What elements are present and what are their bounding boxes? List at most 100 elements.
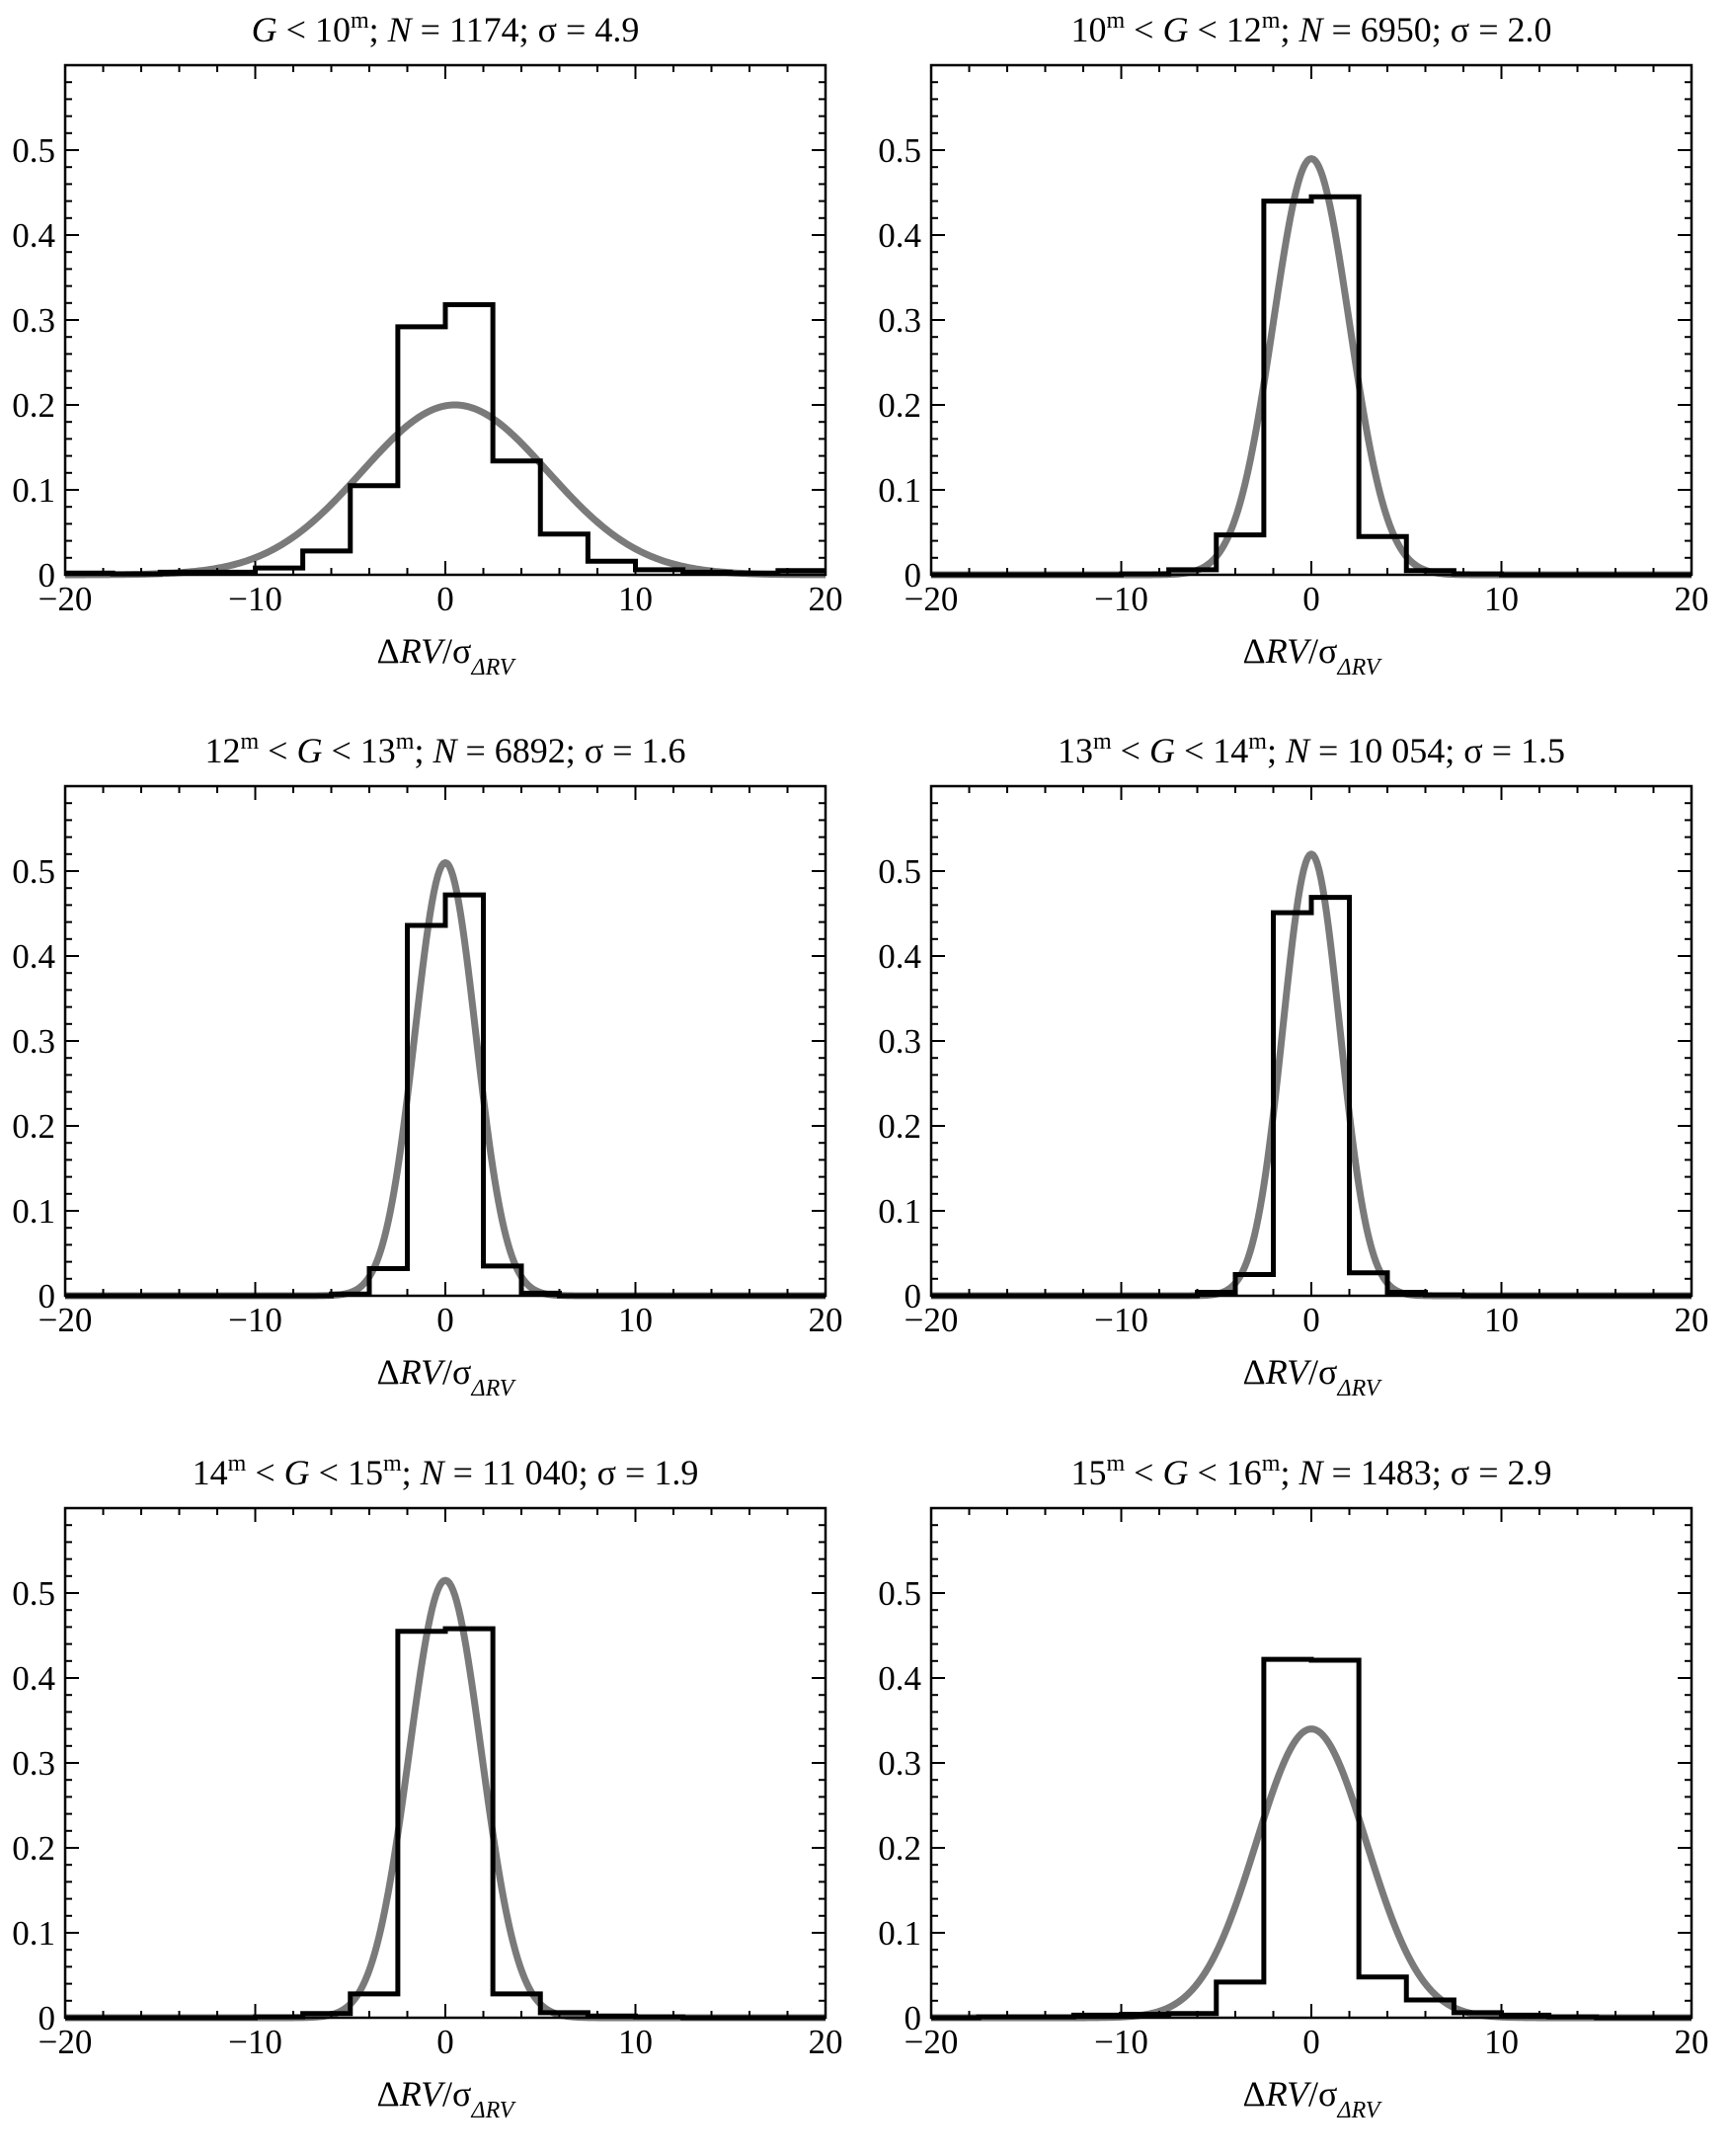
- panel-title: 14m < G < 15m; N = 11 040; σ = 1.9: [192, 1451, 699, 1492]
- x-tick-label: −10: [1094, 2023, 1148, 2061]
- x-tick-label: 10: [618, 2023, 653, 2061]
- x-tick-label: 0: [1302, 580, 1320, 618]
- chart-plot: −20 −10 0 10 20 0 0.1 0.2 0.3 0.4 0.5: [12, 1506, 843, 2061]
- chart-plot: −20 −10 0 10 20 0 0.1 0.2 0.3 0.4 0.5: [12, 784, 843, 1339]
- x-tick-label: −20: [905, 580, 959, 618]
- x-tick-label: −20: [905, 1301, 959, 1339]
- x-tick-label: 20: [1675, 1301, 1709, 1339]
- x-axis-label: ΔRV/σΔRV: [1242, 2074, 1380, 2123]
- chart-panel-4: 13m < G < 14m; N = 10 054; σ = 1.5 −20 −1…: [866, 721, 1732, 1434]
- histogram-bar: [1359, 1977, 1406, 2018]
- chart-plot: −20 −10 0 10 20 0 0.1 0.2 0.3 0.4 0.5: [878, 784, 1709, 1339]
- histogram-bar: [1311, 197, 1359, 575]
- panel-title: 15m < G < 16m; N = 1483; σ = 2.9: [1070, 1451, 1552, 1492]
- panel-title: 13m < G < 14m; N = 10 054; σ = 1.5: [1057, 729, 1566, 770]
- x-tick-label: 20: [1675, 2023, 1709, 2061]
- y-tick-label: 0.4: [878, 937, 921, 976]
- y-tick-label: 0.4: [12, 1659, 55, 1698]
- y-tick-label: 0: [905, 1999, 922, 2037]
- histogram-bar: [445, 305, 493, 575]
- y-tick-label: 0.2: [12, 1107, 55, 1146]
- histogram-bar: [408, 925, 446, 1296]
- histogram-bar: [351, 486, 398, 575]
- x-tick-label: −10: [228, 2023, 282, 2061]
- y-tick-label: 0: [905, 556, 922, 595]
- histogram-steps: [931, 194, 1692, 578]
- panel-title: G < 10m; N = 1174; σ = 4.9: [251, 8, 640, 49]
- x-tick-label: 20: [1675, 580, 1709, 618]
- histogram-steps: [931, 895, 1692, 1299]
- histogram-bar: [1311, 1660, 1359, 2018]
- plot-frame: [929, 63, 1693, 577]
- y-tick-label: 0.4: [12, 216, 55, 255]
- histogram-bar: [1217, 1982, 1264, 2018]
- histogram-steps: [65, 1626, 826, 2021]
- y-tick-label: 0.2: [878, 1829, 921, 1868]
- x-tick-label: −10: [1094, 1301, 1148, 1339]
- y-tick-label: 0.5: [12, 1574, 55, 1613]
- histogram-steps: [65, 302, 826, 577]
- histogram-bar: [540, 534, 588, 575]
- fit-curve: [929, 1725, 1693, 2022]
- y-tick-label: 0.4: [878, 1659, 921, 1698]
- x-axis-label: ΔRV/σΔRV: [376, 631, 514, 680]
- x-tick-label: 20: [809, 1301, 843, 1339]
- x-tick-label: 10: [1484, 2023, 1519, 2061]
- fit-curve: [929, 155, 1693, 579]
- x-tick-label: 0: [436, 2023, 454, 2061]
- y-tick-label: 0.5: [878, 1574, 921, 1613]
- chart-panel-3: 12m < G < 13m; N = 6892; σ = 1.6 −20 −10 0…: [0, 721, 866, 1434]
- y-tick-label: 0: [39, 556, 56, 595]
- y-tick-label: 0.5: [878, 131, 921, 170]
- plot-frame: [63, 1506, 827, 2020]
- x-axis-label: ΔRV/σΔRV: [376, 1352, 514, 1401]
- panel-title: 12m < G < 13m; N = 6892; σ = 1.6: [204, 729, 686, 770]
- fit-curve: [63, 1576, 827, 2022]
- chart-panel-6: 15m < G < 16m; N = 1483; σ = 2.9 −20 −10 0…: [866, 1443, 1732, 2156]
- y-tick-label: 0.5: [12, 131, 55, 170]
- x-tick-label: 0: [1302, 2023, 1320, 2061]
- y-tick-label: 0.3: [12, 301, 55, 340]
- y-tick-label: 0.4: [12, 937, 55, 976]
- y-tick-label: 0.1: [878, 1914, 921, 1953]
- x-tick-label: 10: [1484, 1301, 1519, 1339]
- y-tick-label: 0.5: [878, 852, 921, 891]
- chart-panel-5: 14m < G < 15m; N = 11 040; σ = 1.9 −20 −1…: [0, 1443, 866, 2156]
- x-tick-label: 20: [809, 2023, 843, 2061]
- x-tick-label: 20: [809, 580, 843, 618]
- chart-plot: −20 −10 0 10 20 0 0.1 0.2 0.3 0.4 0.5: [878, 1506, 1709, 2061]
- y-tick-label: 0: [905, 1277, 922, 1316]
- y-tick-label: 0.3: [878, 1744, 921, 1783]
- y-tick-label: 0: [39, 1277, 56, 1316]
- x-tick-label: 0: [436, 580, 454, 618]
- y-tick-label: 0.3: [878, 301, 921, 340]
- histogram-bar: [493, 461, 540, 575]
- chart-panel-1: G < 10m; N = 1174; σ = 4.9 −20 −10 0 10 20 0 0…: [0, 0, 866, 713]
- panel-title: 10m < G < 12m; N = 6950; σ = 2.0: [1070, 8, 1552, 49]
- y-tick-label: 0.1: [878, 1192, 921, 1231]
- y-tick-label: 0.2: [878, 1107, 921, 1146]
- histogram-steps: [931, 1656, 1692, 2021]
- y-tick-label: 0.3: [878, 1022, 921, 1061]
- chart-panel-2: 10m < G < 12m; N = 6950; σ = 2.0 −20 −10 0…: [866, 0, 1732, 713]
- x-tick-label: −10: [1094, 580, 1148, 618]
- histogram-steps: [65, 892, 826, 1299]
- plot-frame: [929, 1506, 1693, 2020]
- chart-plot: −20 −10 0 10 20 0 0.1 0.2 0.3 0.4 0.5: [878, 63, 1709, 618]
- y-tick-label: 0: [39, 1999, 56, 2037]
- chart-plot: −20 −10 0 10 20 0 0.1 0.2 0.3 0.4 0.5: [12, 63, 843, 618]
- y-tick-label: 0.4: [878, 216, 921, 255]
- histogram-bar: [1264, 201, 1311, 575]
- x-tick-label: −20: [39, 580, 93, 618]
- plot-frame: [929, 784, 1693, 1298]
- y-tick-label: 0.3: [12, 1744, 55, 1783]
- y-tick-label: 0.1: [12, 471, 55, 510]
- histogram-bar: [1264, 1659, 1311, 2018]
- x-axis-label: ΔRV/σΔRV: [1242, 631, 1380, 680]
- y-tick-label: 0.2: [12, 1829, 55, 1868]
- x-tick-label: 0: [436, 1301, 454, 1339]
- histogram-bar: [303, 551, 351, 575]
- x-axis-label: ΔRV/σΔRV: [376, 2074, 514, 2123]
- x-tick-label: 0: [1302, 1301, 1320, 1339]
- histogram-bar: [398, 327, 445, 575]
